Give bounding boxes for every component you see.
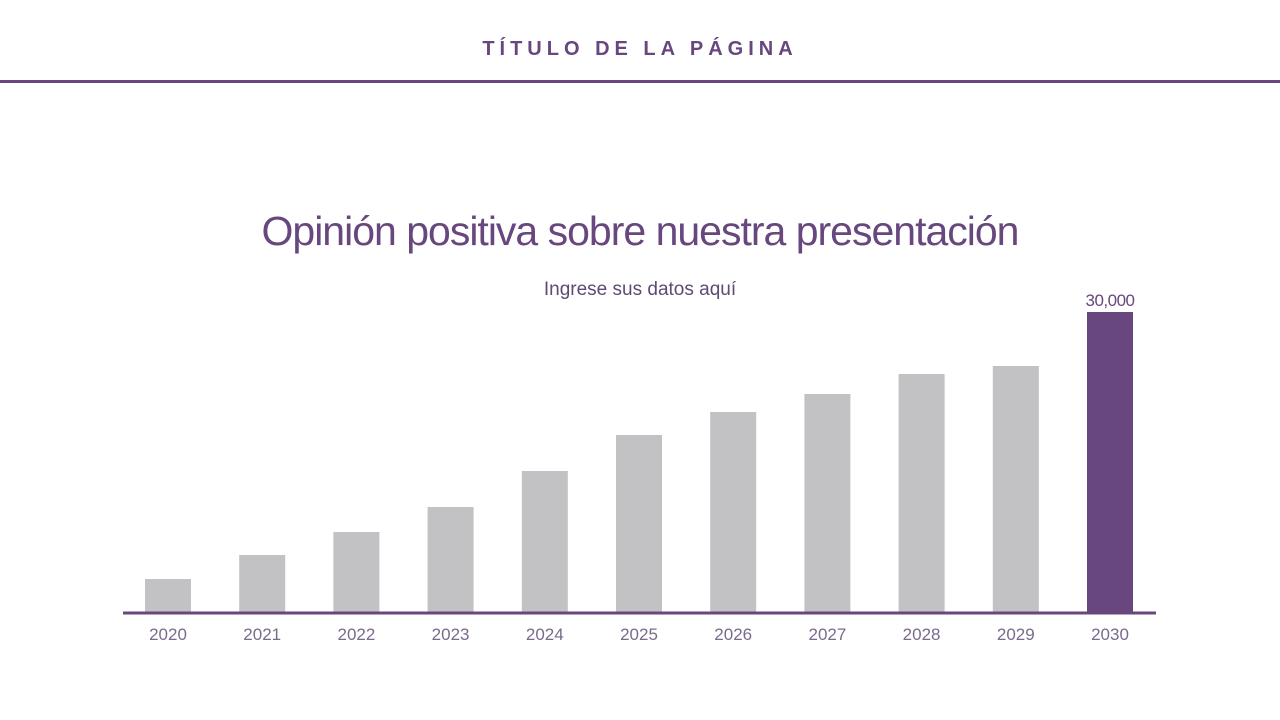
bar-2028: [898, 374, 945, 612]
x-tick-label: 2027: [808, 625, 846, 644]
chart-title: Opinión positiva sobre nuestra presentac…: [261, 208, 1020, 254]
x-tick-label: 2024: [526, 625, 564, 644]
x-tick-label: 2026: [714, 625, 752, 644]
bar-2025: [616, 435, 662, 612]
x-tick-label: 2030: [1091, 625, 1129, 644]
bar-2029: [992, 366, 1039, 612]
page-header-title: TÍTULO DE LA PÁGINA: [482, 38, 798, 60]
header-divider: [0, 80, 1280, 83]
bar-2023: [427, 507, 474, 612]
x-tick-label: 2025: [620, 625, 658, 644]
bar-2022: [333, 532, 380, 612]
bar-2024: [521, 471, 568, 612]
bar-2020: [145, 579, 191, 612]
bar-2021: [239, 555, 286, 612]
data-label: 30,000: [1086, 291, 1135, 310]
x-tick-label: 2029: [997, 625, 1035, 644]
bar-2026: [710, 412, 757, 612]
x-tick-label: 2021: [243, 625, 281, 644]
x-tick-label: 2023: [432, 625, 470, 644]
x-tick-label: 2022: [337, 625, 375, 644]
chart-subtitle: Ingrese sus datos aquí: [543, 279, 737, 300]
bar-2027: [804, 394, 851, 612]
x-tick-label: 2028: [903, 625, 941, 644]
bar-2030: [1087, 312, 1133, 612]
x-tick-label: 2020: [149, 625, 187, 644]
